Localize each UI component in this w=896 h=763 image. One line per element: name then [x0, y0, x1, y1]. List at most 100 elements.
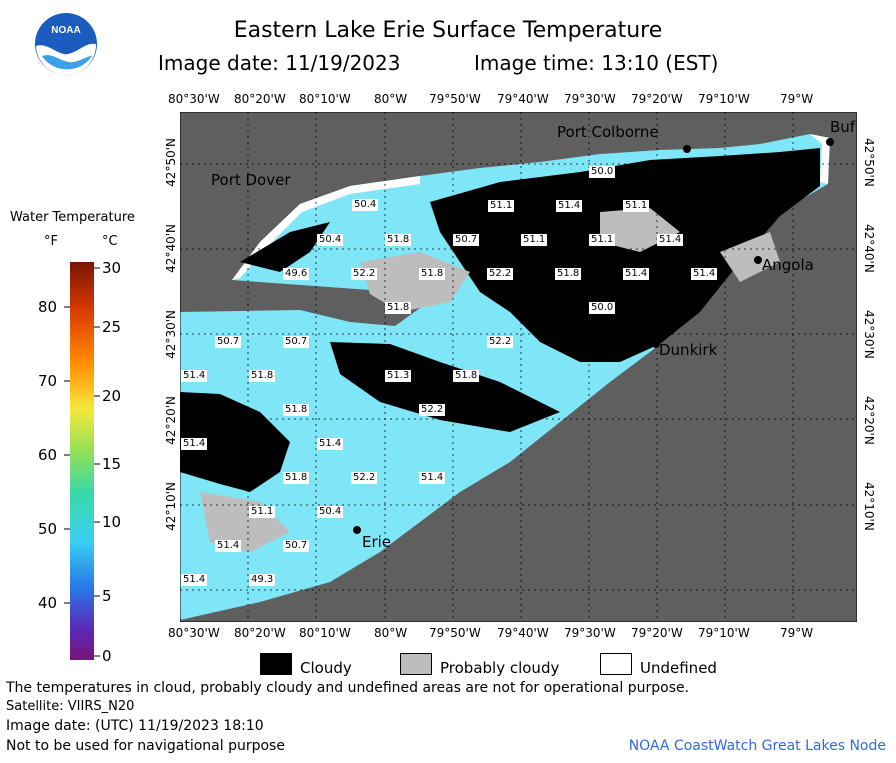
noaa-logo-text: NOAA	[51, 25, 80, 36]
lon-label-top: 79°20'W	[631, 92, 683, 106]
place-port-dover: Port Dover	[211, 171, 291, 189]
undefined-zone	[232, 176, 420, 280]
scale-tick-f-50: 50	[38, 520, 58, 538]
key-cloudy-swatch	[260, 653, 292, 675]
lat-label-left: 42°50'N	[164, 138, 178, 187]
key-undefined-label: Undefined	[640, 659, 717, 677]
temperature-label: 50.0	[589, 302, 616, 314]
cloud-mass	[180, 392, 290, 492]
lon-label-bottom: 80°W	[374, 626, 408, 640]
undefined-zone	[810, 134, 830, 184]
temperature-label: 51.4	[215, 540, 242, 552]
key-probably-cloudy-label: Probably cloudy	[440, 659, 560, 677]
temperature-label: 52.2	[487, 336, 514, 348]
temperature-label: 50.7	[453, 234, 480, 246]
place-erie: Erie	[362, 533, 392, 551]
temperature-label: 52.2	[351, 472, 378, 484]
lat-label-right: 42°50'N	[862, 138, 876, 187]
lat-label-right: 42°30'N	[862, 310, 876, 359]
legend-title: Water Temperature	[10, 210, 135, 225]
temperature-label: 49.3	[249, 574, 276, 586]
lon-label-top: 79°30'W	[564, 92, 616, 106]
temperature-label: 49.6	[283, 268, 310, 280]
temperature-label: 51.8	[555, 268, 582, 280]
cloud-mass	[330, 342, 560, 432]
lat-label-left: 42°20'N	[164, 396, 178, 445]
temperature-label: 51.8	[283, 404, 310, 416]
lon-label-top: 80°10'W	[299, 92, 351, 106]
temperature-label: 51.1	[521, 234, 548, 246]
legend-unit-c: °C	[102, 234, 118, 249]
temperature-label: 52.2	[487, 268, 514, 280]
lon-label-bottom: 79°10'W	[698, 626, 750, 640]
scale-tick-c-25: 25	[102, 318, 122, 336]
scale-tick-c-0: 0	[102, 647, 112, 665]
temperature-label: 51.8	[419, 268, 446, 280]
key-probably-cloudy-swatch	[400, 653, 432, 675]
lat-label-left: 42°40'N	[164, 224, 178, 273]
lon-label-bottom: 79°30'W	[564, 626, 616, 640]
credit-text: NOAA CoastWatch Great Lakes Node	[628, 738, 886, 754]
scale-tick-c-5: 5	[102, 587, 112, 605]
temperature-label: 51.1	[249, 506, 276, 518]
navigation-warning: Not to be used for navigational purpose	[6, 738, 285, 754]
temperature-label: 51.4	[419, 472, 446, 484]
legend-unit-f: °F	[44, 234, 58, 249]
temperature-label: 51.4	[691, 268, 718, 280]
lat-label-left: 42°30'N	[164, 310, 178, 359]
lon-label-bottom: 79°20'W	[631, 626, 683, 640]
marker-buffalo	[826, 138, 834, 146]
place-buffalo: Buf	[830, 118, 856, 136]
lat-label-right: 42°40'N	[862, 224, 876, 273]
scale-tick-f-60: 60	[38, 446, 58, 464]
scale-tick-c-20: 20	[102, 387, 122, 405]
temperature-label: 51.8	[453, 370, 480, 382]
temperature-label: 51.8	[385, 234, 412, 246]
lon-label-bottom: 80°20'W	[234, 626, 286, 640]
lon-label-top: 79°W	[780, 92, 814, 106]
key-undefined-swatch	[600, 653, 632, 675]
temperature-label: 52.2	[419, 404, 446, 416]
city-markers	[353, 138, 834, 534]
cloud-mass	[240, 222, 330, 272]
temperature-label: 50.7	[283, 540, 310, 552]
temperature-label: 50.7	[283, 336, 310, 348]
temperature-label: 52.2	[351, 268, 378, 280]
lon-label-bottom: 80°30'W	[168, 626, 220, 640]
scale-tick-f-80: 80	[38, 298, 58, 316]
lat-label-right: 42°20'N	[862, 396, 876, 445]
marker-dunkirk	[652, 340, 660, 348]
color-scale-bar	[70, 262, 94, 660]
temperature-label: 51.8	[249, 370, 276, 382]
utc-date-text: Image date: (UTC) 11/19/2023 18:10	[6, 718, 264, 734]
temperature-label: 51.4	[181, 438, 208, 450]
probably-cloudy-zone	[200, 492, 290, 552]
place-port-colborne: Port Colborne	[557, 123, 659, 141]
temperature-label: 50.0	[589, 166, 616, 178]
marker-angola	[754, 256, 762, 264]
temperature-label: 51.4	[181, 370, 208, 382]
lon-label-top: 80°W	[374, 92, 408, 106]
lon-label-bottom: 79°50'W	[429, 626, 481, 640]
place-angola: Angola	[762, 256, 814, 274]
image-date: Image date: 11/19/2023	[158, 51, 401, 75]
temperature-label: 51.4	[657, 234, 684, 246]
noaa-logo: NOAA	[35, 13, 97, 76]
scale-tick-c-10: 10	[102, 513, 122, 531]
lon-label-bottom: 79°W	[780, 626, 814, 640]
marker-erie	[353, 526, 361, 534]
lon-label-bottom: 79°40'W	[497, 626, 549, 640]
temperature-label: 50.4	[352, 199, 379, 211]
lon-label-top: 80°30'W	[168, 92, 220, 106]
scale-tick-c-30: 30	[102, 259, 122, 277]
probably-cloudy-zone	[360, 252, 470, 312]
lon-label-top: 79°10'W	[698, 92, 750, 106]
lon-label-top: 79°50'W	[429, 92, 481, 106]
temperature-label: 51.3	[385, 370, 412, 382]
temperature-label: 51.4	[623, 268, 650, 280]
key-cloudy-label: Cloudy	[300, 659, 352, 677]
probably-cloudy-zone	[720, 232, 780, 282]
color-scale	[64, 262, 100, 660]
satellite-text: Satellite: VIIRS_N20	[6, 699, 135, 714]
scale-tick-c-15: 15	[102, 455, 122, 473]
